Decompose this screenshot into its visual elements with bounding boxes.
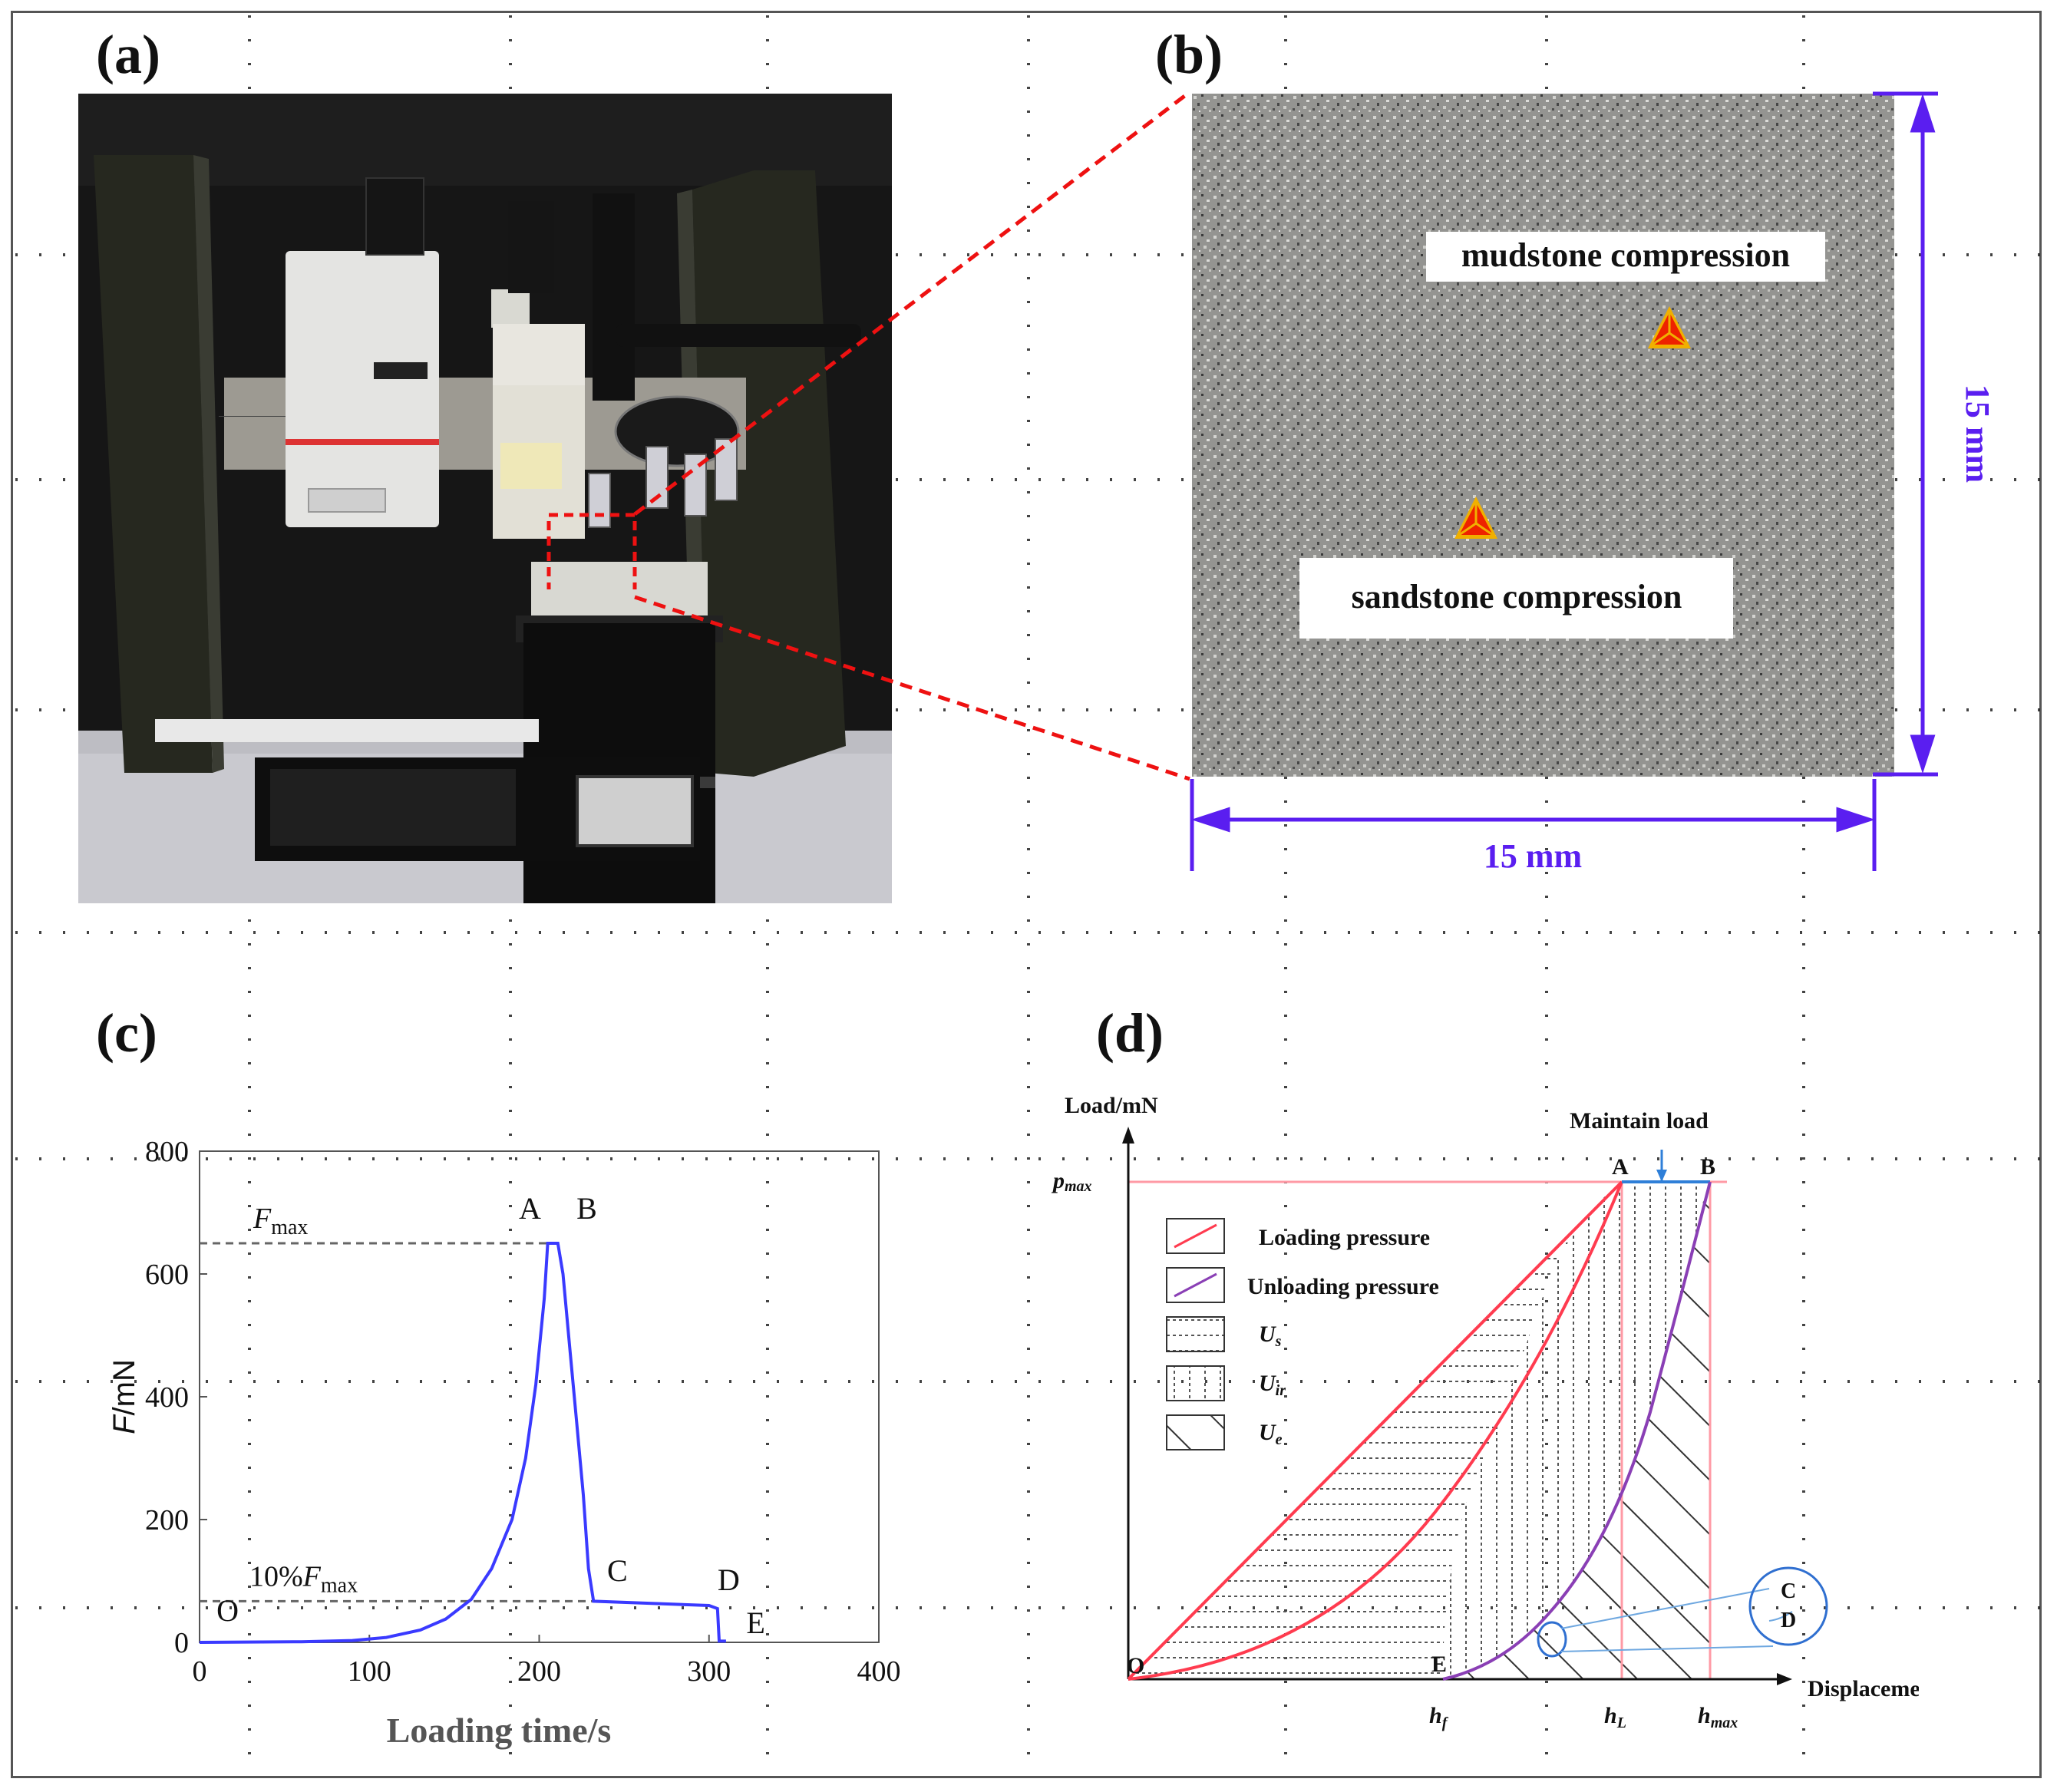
y-axis-label: Load/mN (1065, 1093, 1158, 1118)
panel-label-c: (c) (96, 1002, 157, 1064)
chart-c-ylabel: F/mN (107, 1359, 141, 1434)
rock-sample-image: mudstone compression sandstone compressi… (1192, 94, 1894, 777)
marker-hf: hf (1429, 1703, 1449, 1731)
legend-loading: Loading pressure (1259, 1225, 1430, 1250)
zoom-circle-small (1537, 1621, 1567, 1658)
chart-c-ytick-label: 600 (145, 1259, 189, 1291)
chart-c-xtick-label: 100 (348, 1655, 391, 1688)
legend-ue: Ue (1259, 1420, 1283, 1448)
marker-hl: hL (1604, 1703, 1626, 1731)
pmax-label: pmax (1051, 1168, 1092, 1195)
panel-label-d: (d) (1096, 1002, 1164, 1064)
chart-c-xtick-label: 300 (687, 1655, 731, 1688)
panel-label-b: (b) (1155, 24, 1223, 85)
chart-c-point-label-c: C (607, 1553, 628, 1588)
chart-c-point-label-d: D (718, 1563, 740, 1597)
chart-c-ytick-label: 0 (174, 1627, 189, 1659)
maintain-load-label: Maintain load (1570, 1108, 1709, 1134)
chart-c-series-line (199, 1242, 726, 1644)
point-label-c: C (1781, 1579, 1796, 1603)
x-axis-label: Displacement/nm (1808, 1676, 1919, 1701)
zoom-circle-large (1748, 1566, 1828, 1646)
legend: Loading pressure Unloading pressure Us U… (1166, 1218, 1439, 1450)
chart-c-ytick-label: 400 (145, 1381, 189, 1414)
marker-hmax: hmax (1698, 1703, 1738, 1731)
point-label-e: E (1431, 1652, 1447, 1677)
chart-c-xlabel: Loading time/s (387, 1711, 612, 1750)
point-label-d: D (1781, 1609, 1796, 1632)
selection-box (546, 513, 637, 589)
mudstone-label: mudstone compression (1461, 236, 1790, 274)
legend-us: Us (1259, 1322, 1282, 1350)
point-label-a: A (1612, 1154, 1629, 1180)
chart-d: Load/mN Displacement/nm Maintain load pm… (1051, 1093, 1919, 1731)
nanoindenter-photo (78, 94, 892, 903)
mudstone-label-box (1426, 232, 1825, 282)
chart-c-xtick-label: 0 (193, 1655, 207, 1688)
figure-frame (11, 11, 2042, 1778)
sandstone-indent-icon (1454, 497, 1497, 539)
loading-curve (1128, 1181, 1623, 1681)
sandstone-label: sandstone compression (1352, 578, 1682, 615)
sandstone-label-box (1299, 558, 1733, 639)
chart-c-point-label-a: A (519, 1191, 541, 1226)
point-label-o: O (1127, 1653, 1144, 1678)
loading-line-upper (1127, 1180, 1623, 1681)
legend-unloading: Unloading pressure (1247, 1274, 1439, 1299)
chart-c-ref-label: Fmax (253, 1203, 308, 1239)
chart-c-ytick-label: 200 (145, 1504, 189, 1536)
unloading-curve (1442, 1181, 1712, 1681)
chart-c-point-label-e: E (746, 1606, 764, 1640)
chart-c-point-label-o: O (216, 1593, 239, 1628)
chart-c-point-label-b: B (576, 1191, 597, 1226)
point-label-b: B (1700, 1154, 1715, 1180)
chart-c-xtick-label: 400 (857, 1655, 901, 1688)
mudstone-indent-icon (1648, 306, 1691, 348)
panel-label-a: (a) (96, 24, 160, 85)
chart-c-ytick-label: 800 (145, 1136, 189, 1168)
chart-c-xtick-label: 200 (517, 1655, 561, 1688)
legend-uir: Uir (1259, 1371, 1286, 1399)
chart-c-ref-label: 10%Fmax (249, 1560, 358, 1597)
